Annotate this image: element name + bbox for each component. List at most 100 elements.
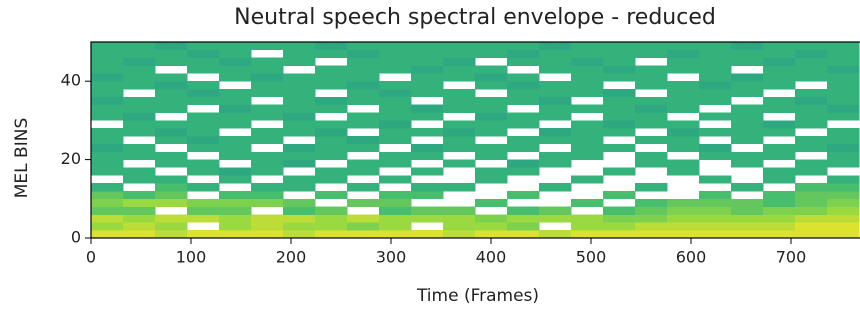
heatmap-cell — [507, 97, 539, 105]
heatmap-cell — [539, 136, 571, 144]
heatmap-cell — [123, 50, 155, 58]
heatmap-cell — [699, 58, 731, 66]
heatmap-cell — [507, 58, 539, 66]
heatmap-cell — [379, 89, 411, 97]
heatmap-cell — [795, 199, 827, 207]
heatmap-cell — [795, 50, 827, 58]
heatmap-cell — [219, 230, 251, 238]
heatmap-cell — [571, 152, 603, 160]
heatmap-cell — [571, 58, 603, 66]
heatmap-cell — [507, 81, 539, 89]
heatmap-cell — [539, 89, 571, 97]
heatmap-cell — [91, 58, 123, 66]
heatmap-cell — [571, 230, 603, 238]
heatmap-cell — [283, 214, 315, 222]
heatmap-cell — [187, 183, 219, 191]
heatmap-cell — [155, 120, 187, 128]
heatmap-cell — [411, 214, 443, 222]
heatmap-cell — [155, 50, 187, 58]
heatmap-cell — [411, 144, 443, 152]
heatmap-cell — [251, 167, 283, 175]
heatmap-cell — [315, 105, 347, 113]
heatmap-cell — [411, 50, 443, 58]
heatmap-cell — [571, 136, 603, 144]
heatmap-cell — [283, 175, 315, 183]
heatmap-cell — [123, 42, 155, 50]
heatmap-cell — [699, 42, 731, 50]
heatmap-cell — [379, 222, 411, 230]
heatmap-cell — [571, 42, 603, 50]
heatmap-cell — [347, 66, 379, 74]
heatmap-cell — [411, 191, 443, 199]
heatmap-cell — [347, 167, 379, 175]
heatmap-cell — [603, 73, 635, 81]
heatmap-cell — [763, 191, 795, 199]
y-tick-label: 0 — [71, 228, 81, 247]
heatmap-cell — [827, 160, 859, 168]
x-tick-label: 500 — [576, 248, 607, 267]
heatmap-cell — [795, 58, 827, 66]
heatmap-cell — [795, 105, 827, 113]
heatmap-cell — [699, 214, 731, 222]
heatmap-cell — [123, 128, 155, 136]
heatmap-cell — [315, 42, 347, 50]
heatmap-cell — [123, 58, 155, 66]
heatmap-cell — [699, 230, 731, 238]
heatmap-cell — [443, 160, 475, 168]
heatmap-cell — [379, 160, 411, 168]
heatmap-cell — [571, 89, 603, 97]
heatmap-cell — [507, 136, 539, 144]
heatmap-cell — [539, 183, 571, 191]
heatmap-cell — [347, 89, 379, 97]
heatmap-cell — [635, 113, 667, 121]
heatmap-cell — [667, 89, 699, 97]
heatmap-cell — [251, 191, 283, 199]
heatmap-cell — [315, 222, 347, 230]
heatmap-cell — [123, 144, 155, 152]
heatmap-cell — [539, 42, 571, 50]
heatmap-cell — [347, 97, 379, 105]
heatmap-cell — [411, 183, 443, 191]
heatmap-cell — [667, 222, 699, 230]
heatmap-cell — [91, 199, 123, 207]
heatmap-cell — [699, 81, 731, 89]
heatmap-cell — [283, 58, 315, 66]
heatmap-cell — [667, 199, 699, 207]
heatmap-cell — [731, 89, 763, 97]
heatmap-cell — [731, 128, 763, 136]
heatmap-cell — [443, 230, 475, 238]
heatmap-cell — [283, 89, 315, 97]
heatmap-cell — [187, 120, 219, 128]
heatmap-cell — [827, 214, 859, 222]
heatmap-cell — [603, 167, 635, 175]
heatmap-cell — [667, 58, 699, 66]
heatmap-cell — [443, 42, 475, 50]
heatmap-cell — [763, 167, 795, 175]
heatmap-cell — [123, 120, 155, 128]
heatmap-cell — [731, 214, 763, 222]
heatmap-cell — [667, 97, 699, 105]
heatmap-cell — [315, 97, 347, 105]
heatmap-cell — [379, 175, 411, 183]
heatmap-cell — [379, 207, 411, 215]
heatmap-cell — [91, 89, 123, 97]
heatmap-cell — [123, 199, 155, 207]
x-tick-label: 200 — [276, 248, 307, 267]
heatmap-cell — [667, 136, 699, 144]
heatmap-cell — [251, 128, 283, 136]
heatmap-cell — [187, 89, 219, 97]
heatmap-cell — [827, 136, 859, 144]
heatmap-cell — [475, 42, 507, 50]
heatmap-cell — [603, 97, 635, 105]
heatmap-cell — [827, 183, 859, 191]
heatmap-cell — [123, 66, 155, 74]
heatmap-cell — [603, 50, 635, 58]
heatmap-cell — [603, 89, 635, 97]
heatmap-cell — [443, 66, 475, 74]
heatmap-cell — [571, 175, 603, 183]
heatmap-cell — [699, 73, 731, 81]
heatmap-cell — [795, 160, 827, 168]
heatmap-cell — [347, 160, 379, 168]
heatmap-cell — [731, 230, 763, 238]
heatmap-cell — [251, 58, 283, 66]
